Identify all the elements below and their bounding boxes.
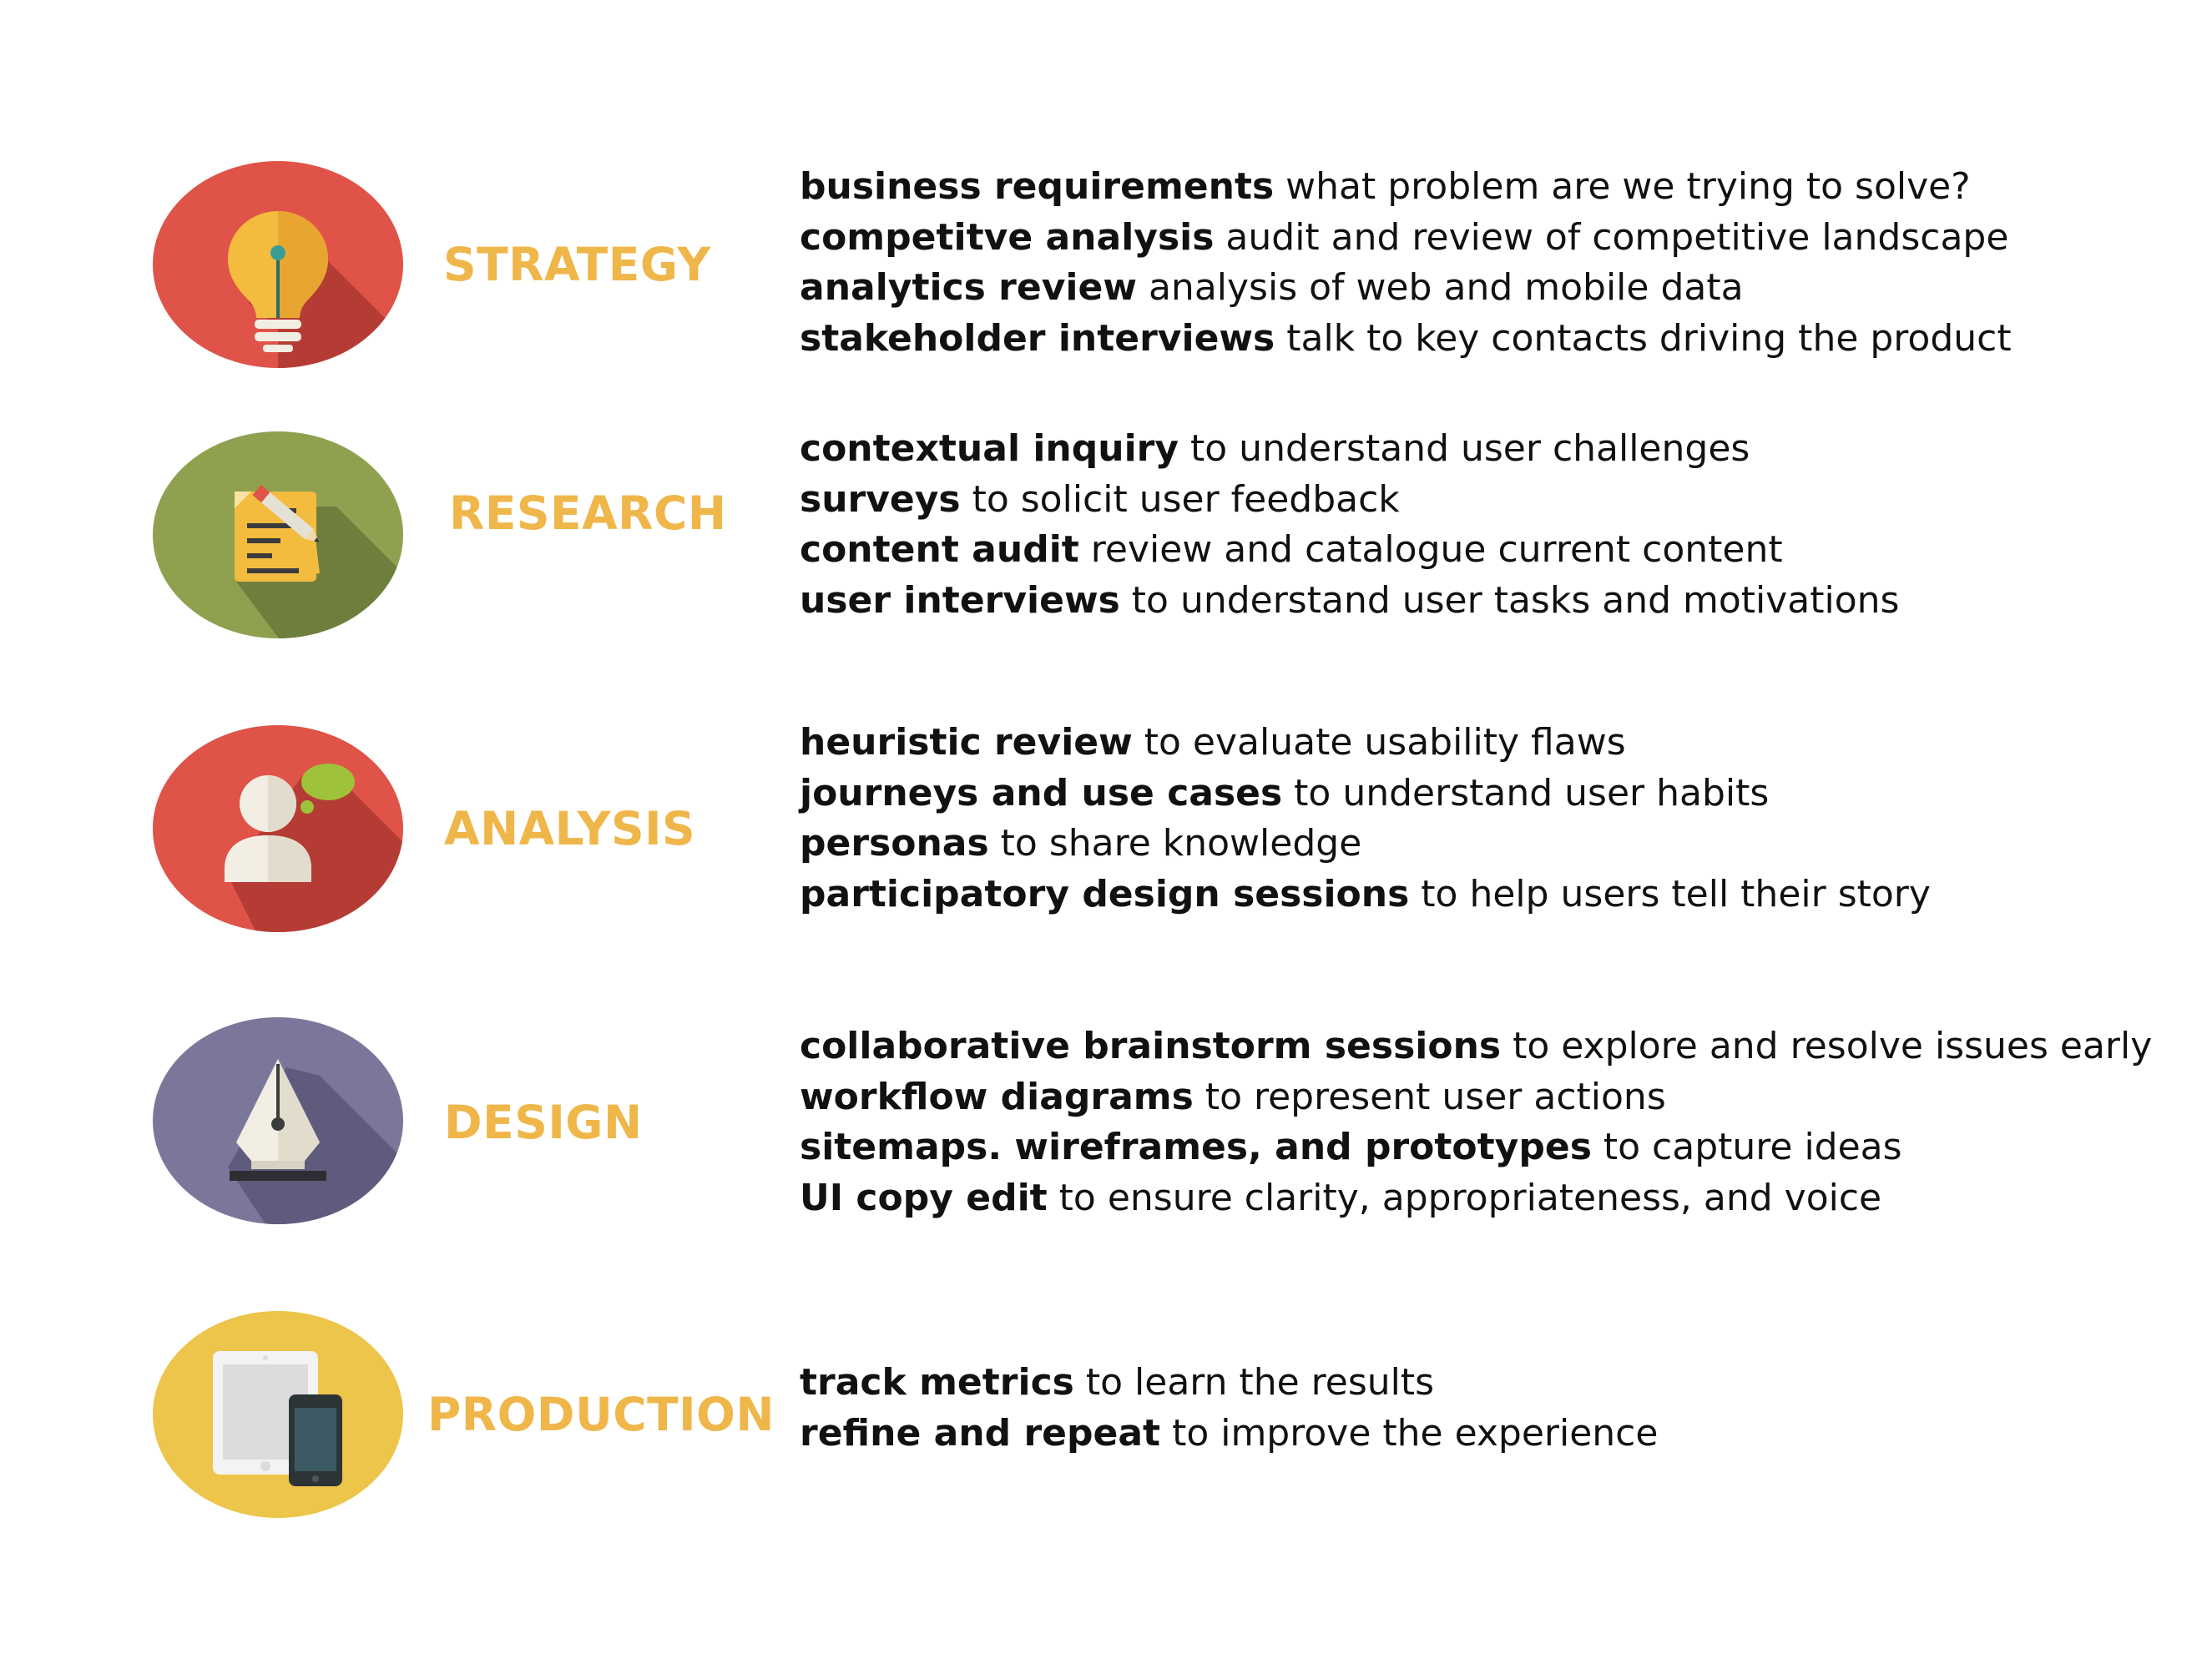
list-item: content audit review and catalogue curre… — [800, 528, 1783, 571]
phase-label-strategy: STRATEGY — [443, 238, 711, 291]
list-item: personas to share knowledge — [800, 822, 1362, 865]
list-item: stakeholder interviews talk to key conta… — [800, 316, 2012, 360]
design-item-list: collaborative brainstorm sessions to exp… — [800, 1021, 2152, 1223]
analysis-item-list: heuristic review to evaluate usability f… — [800, 718, 1931, 920]
research-item-list: contextual inquiry to understand user ch… — [800, 424, 1899, 626]
lightbulb-icon — [153, 161, 403, 368]
list-item: heuristic review to evaluate usability f… — [800, 721, 1626, 764]
phase-label-analysis: ANALYSIS — [444, 802, 696, 855]
list-item: competitve analysis audit and review of … — [800, 215, 2009, 259]
tablet-phone-icon — [153, 1311, 403, 1518]
list-item: track metrics to learn the results — [800, 1361, 1435, 1404]
production-circle — [153, 1311, 403, 1518]
list-item: collaborative brainstorm sessions to exp… — [800, 1025, 2153, 1067]
phase-label-research: RESEARCH — [449, 487, 727, 540]
list-item: business requirements what problem are w… — [800, 165, 1971, 208]
phase-label-production: PRODUCTION — [427, 1388, 775, 1441]
list-item: participatory design sessions to help us… — [800, 872, 1931, 915]
list-item: journeys and use cases to understand use… — [800, 771, 1770, 814]
list-item: workflow diagrams to represent user acti… — [800, 1075, 1666, 1118]
phase-label-design: DESIGN — [444, 1096, 643, 1149]
list-item: UI copy edit to ensure clarity, appropri… — [800, 1176, 1882, 1219]
strategy-circle — [153, 161, 403, 368]
list-item: sitemaps. wireframes, and prototypes to … — [800, 1126, 1902, 1168]
list-item: refine and repeat to improve the experie… — [800, 1411, 1659, 1455]
pen-nib-icon — [153, 1017, 403, 1224]
list-item: surveys to solicit user feedback — [800, 477, 1400, 521]
document-pencil-icon — [153, 431, 403, 638]
list-item: user interviews to understand user tasks… — [800, 578, 1900, 622]
production-item-list: track metrics to learn the results refin… — [800, 1358, 1658, 1459]
list-item: analytics review analysis of web and mob… — [800, 266, 1744, 309]
strategy-item-list: business requirements what problem are w… — [800, 162, 2012, 364]
user-speech-bubble-icon — [153, 725, 403, 932]
design-circle — [153, 1017, 403, 1224]
research-circle — [153, 431, 403, 638]
analysis-circle — [153, 725, 403, 932]
list-item: contextual inquiry to understand user ch… — [800, 427, 1750, 470]
